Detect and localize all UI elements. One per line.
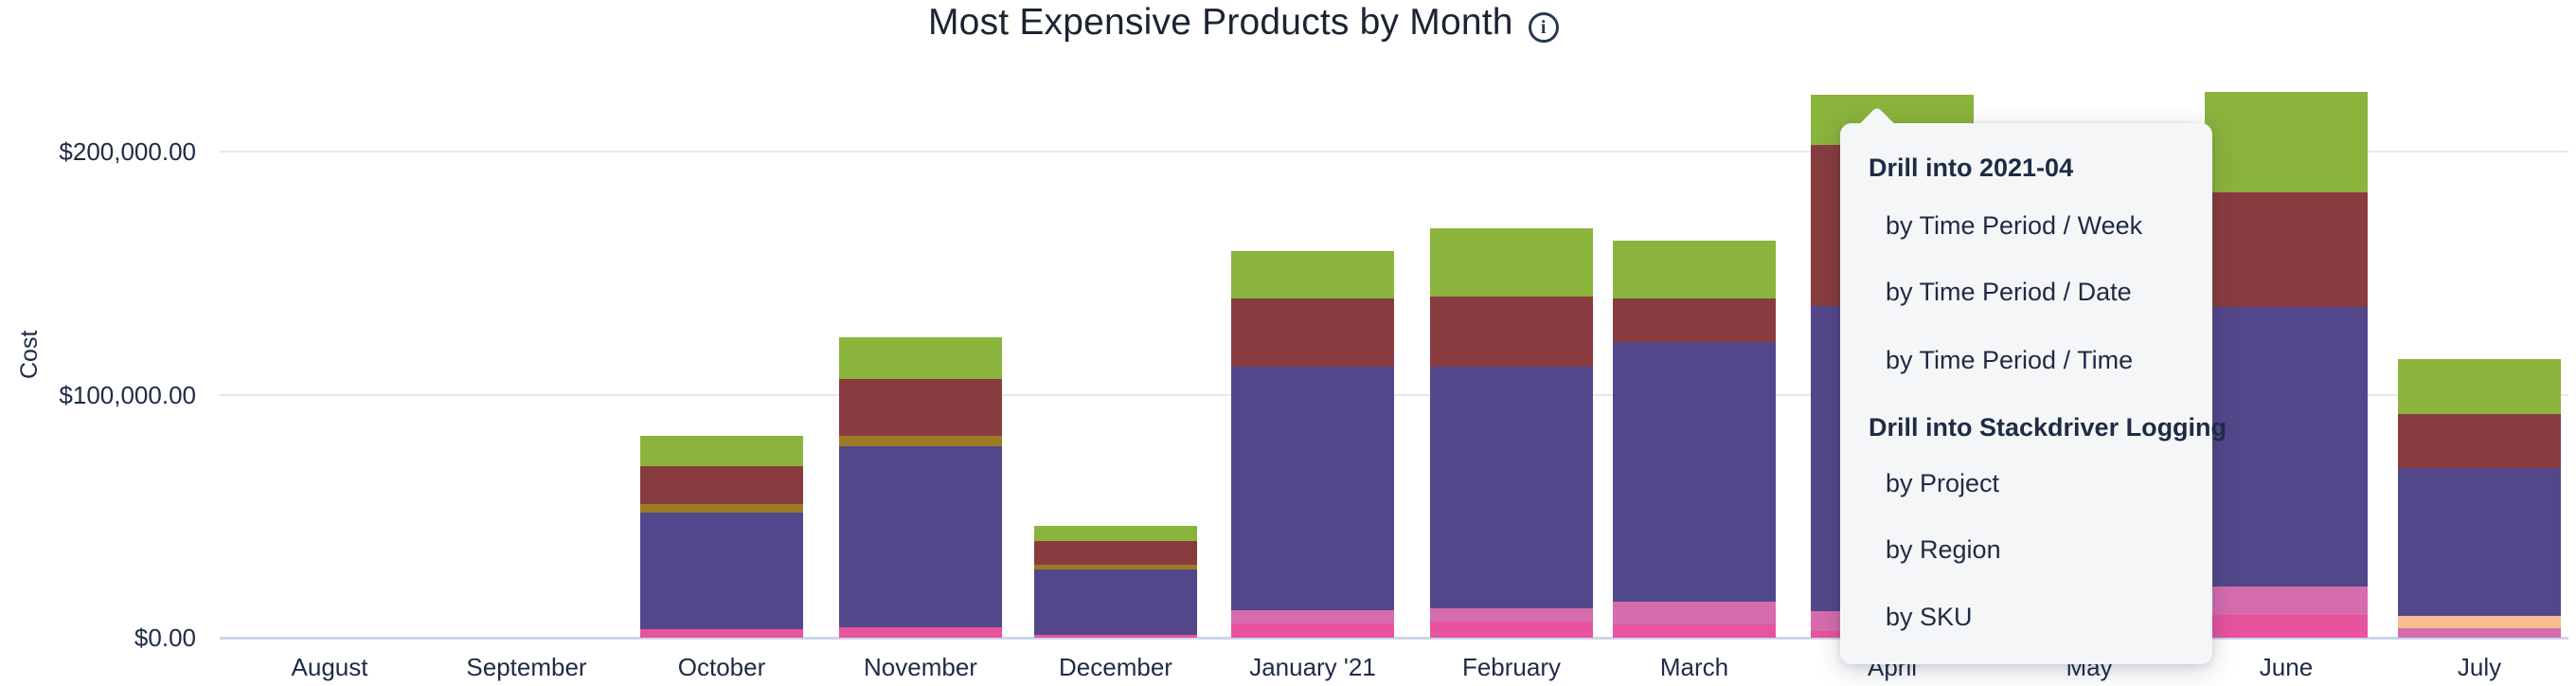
x-axis-label-august: August [291, 653, 368, 681]
menu-header-drill-into-2021-04: Drill into 2021-04 [1869, 153, 2074, 182]
bar-segment-june-light_pink[interactable] [2205, 586, 2368, 615]
bar-june [2205, 91, 2368, 638]
bar-segment-july-light_pink[interactable] [2398, 628, 2561, 638]
menu-item-by-time-period-date[interactable]: by Time Period / Date [1886, 278, 2132, 306]
y-tick-label-0: $0.00 [134, 623, 196, 652]
bar-segment-october-green[interactable] [640, 436, 803, 467]
bar-segment-january-21-green[interactable] [1231, 250, 1394, 298]
menu-item-by-sku[interactable]: by SKU [1886, 603, 1973, 631]
bar-segment-november-dark_pink[interactable] [839, 626, 1002, 638]
bar-segment-july-orange[interactable] [2398, 616, 2561, 629]
y-axis-title: Cost [16, 330, 43, 379]
x-axis-label-march: March [1659, 653, 1729, 681]
bar-segment-october-purple[interactable] [640, 512, 803, 630]
x-axis-label-october: October [677, 653, 766, 681]
bar-segment-july-maroon[interactable] [2398, 414, 2561, 469]
x-axis-label-june: June [2259, 653, 2314, 681]
bar-july [2398, 359, 2561, 638]
bar-segment-june-green[interactable] [2205, 91, 2368, 192]
menu-item-by-time-period-week[interactable]: by Time Period / Week [1886, 211, 2143, 240]
bar-segment-january-21-maroon[interactable] [1231, 298, 1394, 368]
bar-segment-july-purple[interactable] [2398, 468, 2561, 617]
bar-segment-february-maroon[interactable] [1430, 297, 1593, 368]
bar-segment-november-olive[interactable] [839, 436, 1002, 447]
bar-segment-july-green[interactable] [2398, 359, 2561, 415]
menu-item-by-time-period-time[interactable]: by Time Period / Time [1886, 346, 2134, 374]
bar-segment-march-purple[interactable] [1613, 342, 1776, 602]
drill-context-menu: Drill into 2021-04 by Time Period / Week b… [1840, 106, 2227, 664]
bar-segment-march-green[interactable] [1613, 241, 1776, 299]
chart-header: Most Expensive Products by Month i [928, 2, 1559, 44]
menu-item-by-region[interactable]: by Region [1886, 535, 2001, 564]
x-axis-label-november: November [864, 653, 977, 681]
bar-segment-january-21-dark_pink[interactable] [1231, 623, 1394, 638]
bar-january-21 [1231, 250, 1394, 638]
bar-segment-november-green[interactable] [839, 336, 1002, 380]
bar-segment-february-dark_pink[interactable] [1430, 622, 1593, 638]
y-tick-label-200000: $200,000.00 [59, 137, 196, 166]
bar-segment-february-green[interactable] [1430, 228, 1593, 298]
bar-segment-february-light_pink[interactable] [1430, 607, 1593, 623]
bar-segment-march-maroon[interactable] [1613, 298, 1776, 343]
gridline-100000 [220, 393, 2568, 396]
bar-segment-november-purple[interactable] [839, 446, 1002, 627]
bar-segment-february-purple[interactable] [1430, 367, 1593, 608]
x-axis-label-february: February [1461, 653, 1562, 681]
bar-segment-november-maroon[interactable] [839, 379, 1002, 437]
bar-segment-october-dark_pink[interactable] [640, 629, 803, 638]
bar-segment-june-dark_pink[interactable] [2205, 614, 2368, 638]
bar-segment-january-21-purple[interactable] [1231, 367, 1394, 610]
gridline-200000 [220, 151, 2568, 153]
bar-segment-december-dark_pink[interactable] [1034, 634, 1197, 638]
bar-segment-december-olive[interactable] [1034, 565, 1197, 570]
x-axis-label-july: July [2457, 653, 2502, 681]
bar-segment-june-maroon[interactable] [2205, 191, 2368, 307]
y-tick-label-100000: $100,000.00 [59, 380, 196, 409]
bar-segment-march-light_pink[interactable] [1613, 601, 1776, 624]
x-axis-label-december: December [1059, 653, 1172, 681]
x-axis-label-january-21: January '21 [1249, 653, 1376, 681]
bar-segment-october-maroon[interactable] [640, 466, 803, 504]
bar-segment-october-olive[interactable] [640, 503, 803, 513]
bar-october [640, 436, 803, 638]
bar-segment-december-purple[interactable] [1034, 569, 1197, 635]
menu-header-drill-into-stackdriver-logging: Drill into Stackdriver Logging [1869, 413, 2227, 442]
bar-february [1430, 228, 1593, 638]
chart-title: Most Expensive Products by Month [928, 2, 1513, 43]
gridline-0 [220, 637, 2568, 640]
x-axis-label-september: September [466, 653, 587, 681]
bar-segment-january-21-light_pink[interactable] [1231, 610, 1394, 624]
bar-november [839, 336, 1002, 638]
menu-item-by-project[interactable]: by Project [1886, 469, 2000, 497]
bar-march [1613, 241, 1776, 638]
bar-segment-march-dark_pink[interactable] [1613, 623, 1776, 638]
bar-december [1034, 526, 1197, 638]
bar-segment-december-green[interactable] [1034, 526, 1197, 542]
info-icon[interactable]: i [1528, 12, 1559, 43]
bar-segment-june-purple[interactable] [2205, 306, 2368, 587]
bar-segment-december-maroon[interactable] [1034, 541, 1197, 566]
